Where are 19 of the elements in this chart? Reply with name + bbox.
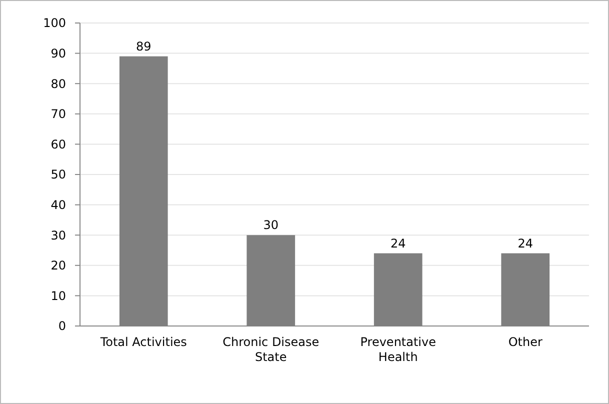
y-tick-label: 30	[50, 228, 66, 242]
data-label: 89	[136, 39, 152, 54]
y-tick-label: 50	[50, 168, 66, 182]
y-tick-label: 60	[50, 137, 66, 152]
y-tick-label: 10	[50, 288, 66, 303]
x-tick-label: Chronic Disease State	[222, 335, 320, 364]
y-tick-label: 80	[50, 76, 66, 91]
data-label: 30	[263, 218, 279, 232]
y-tick-label: 70	[50, 107, 66, 122]
y-tick-label: 0	[58, 319, 66, 334]
y-tick-label: 40	[50, 198, 66, 212]
x-tick-label: Other	[508, 335, 542, 349]
y-tick-label: 20	[50, 258, 66, 273]
x-tick-label: Preventative Health	[360, 335, 436, 364]
y-tick-label: 90	[50, 46, 66, 60]
data-label: 24	[390, 236, 406, 250]
data-label: 24	[518, 236, 534, 250]
x-tick-label: Total Activities	[99, 335, 187, 349]
y-tick-label: 100	[43, 16, 66, 30]
